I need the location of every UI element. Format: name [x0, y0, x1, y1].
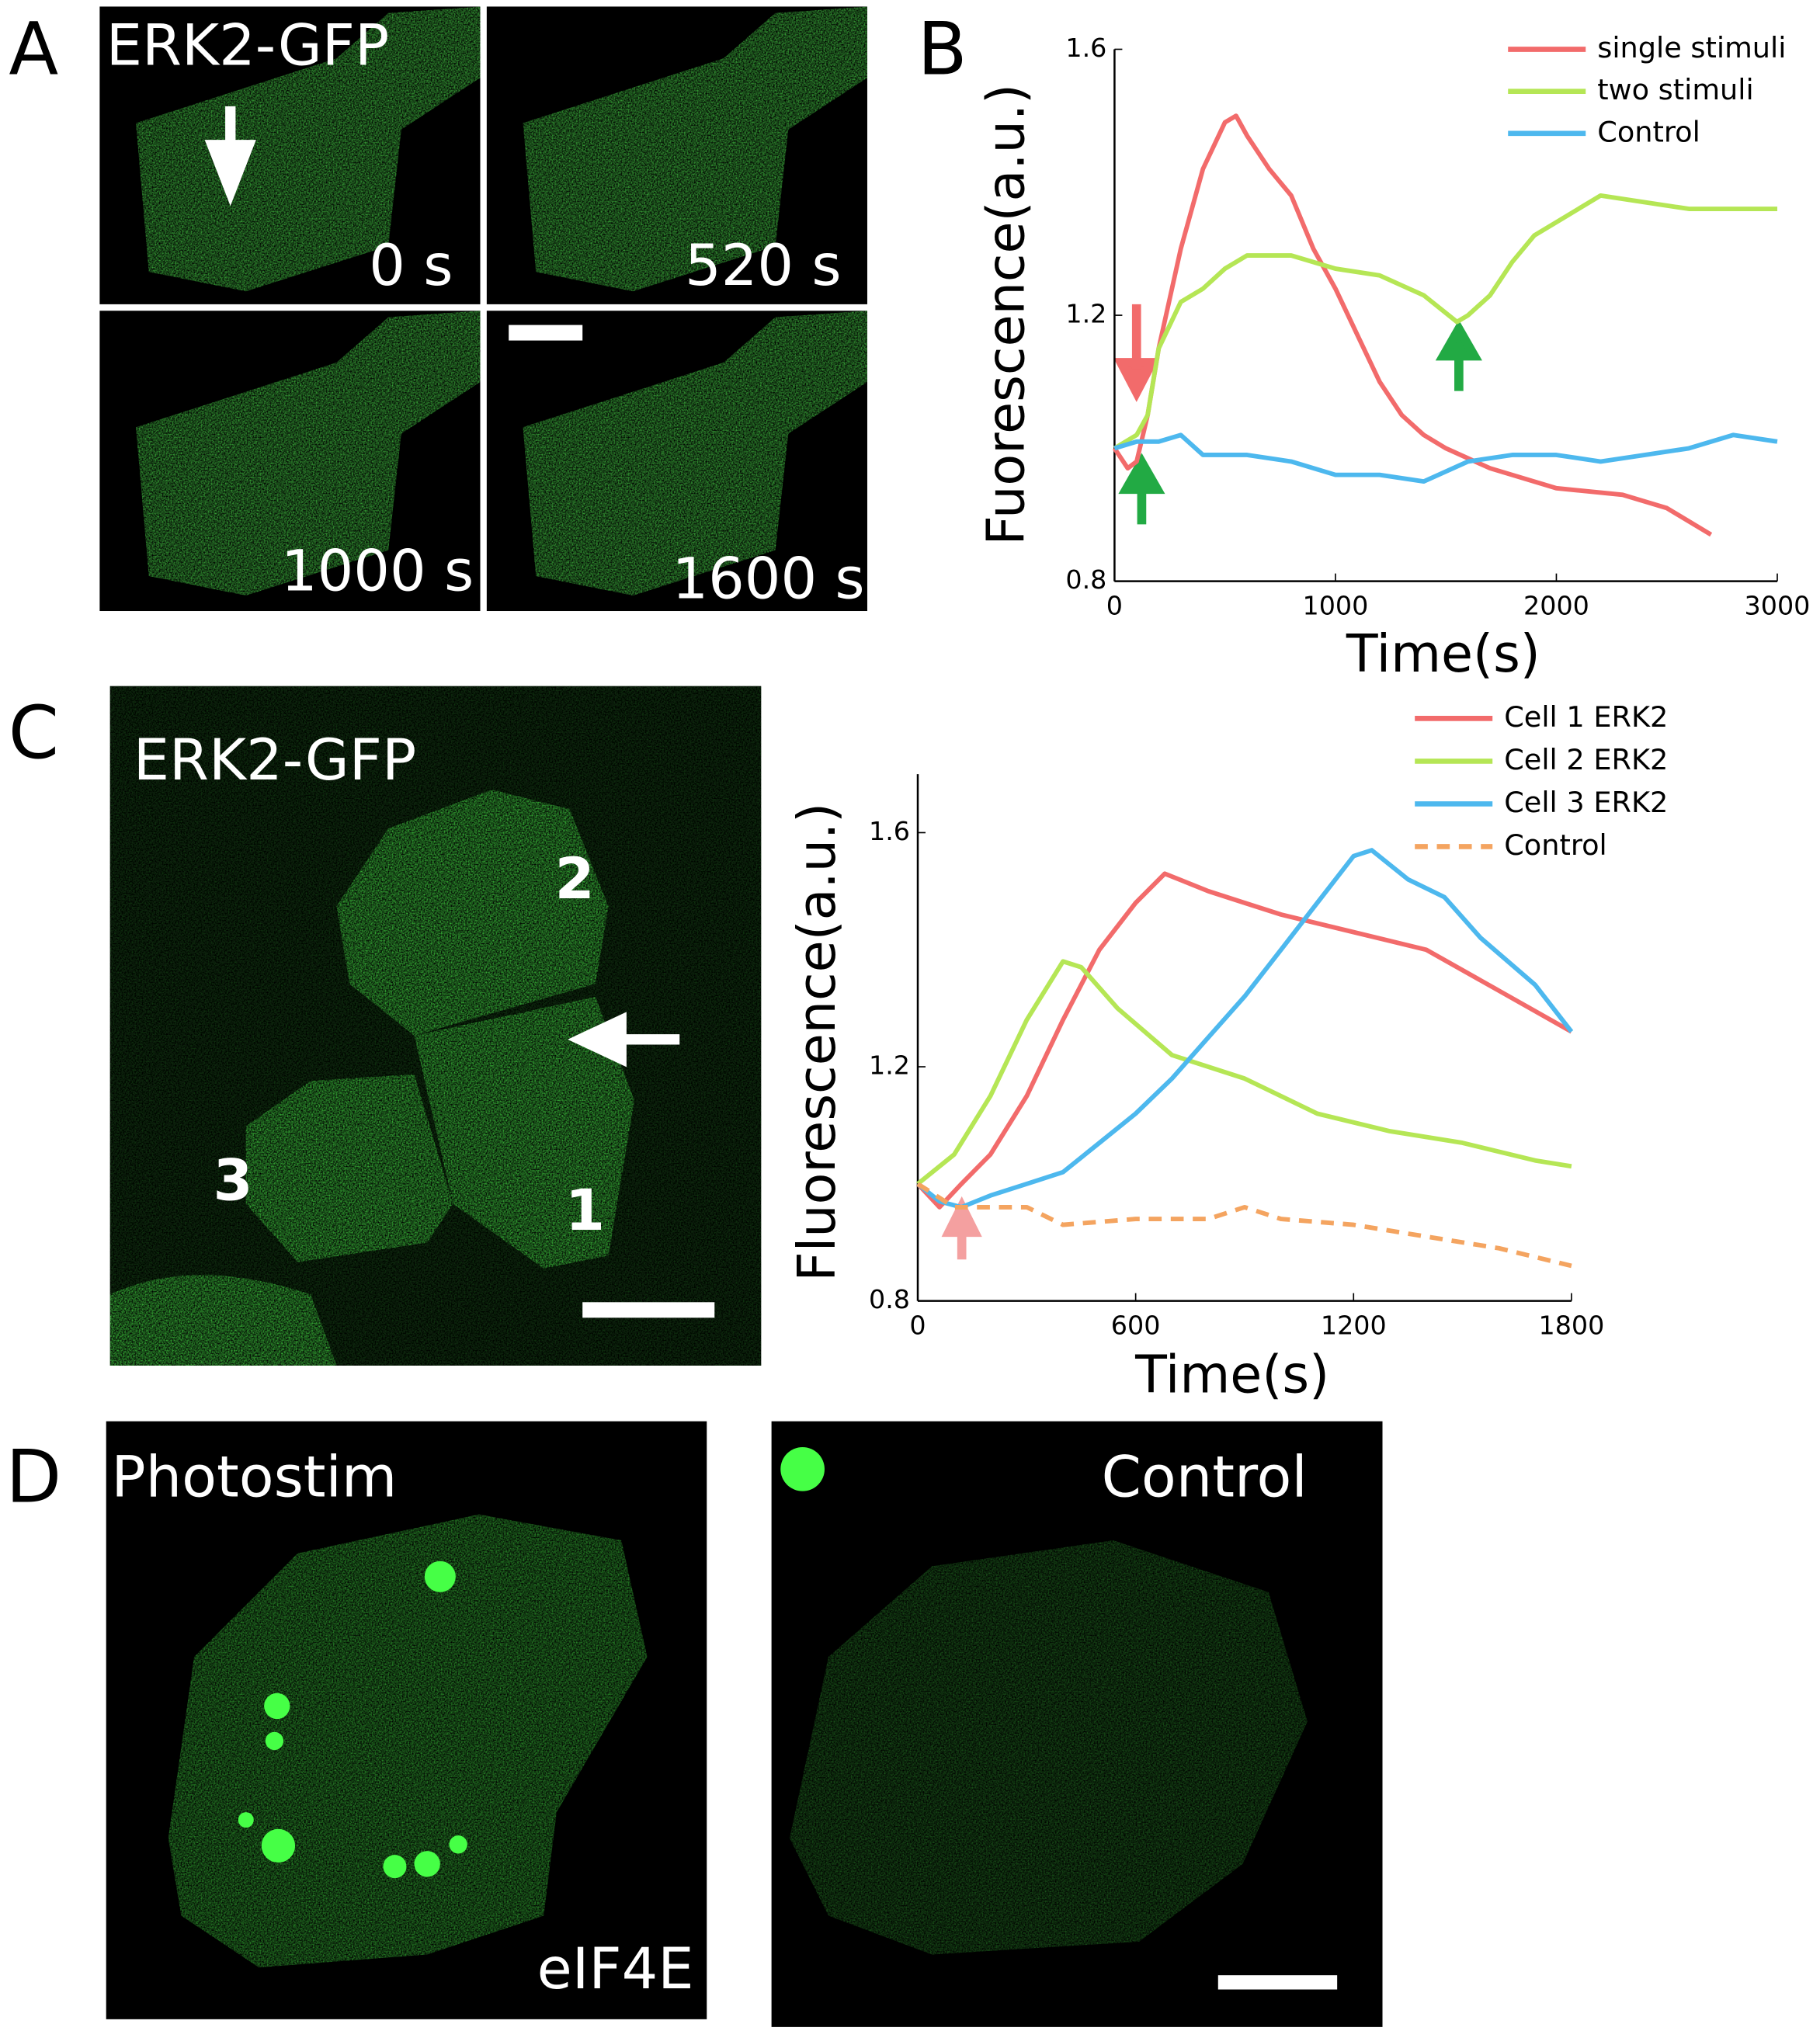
time-label: 1600 s — [672, 546, 864, 612]
cells — [168, 1514, 1308, 1968]
x-tick-label: 3000 — [1745, 591, 1811, 621]
cells — [136, 6, 867, 596]
y-axis-title: Fuorescence(a.u.) — [975, 84, 1036, 546]
y-tick-label: 1.2 — [1065, 299, 1106, 329]
cell-label: 1 — [565, 1178, 605, 1244]
image-label: Photostim — [111, 1444, 397, 1510]
cell-label: 3 — [214, 1148, 253, 1214]
series-line — [916, 959, 1572, 1186]
time-label: 520 s — [685, 233, 842, 299]
x-tick-label: 1000 — [1303, 591, 1369, 621]
series-line — [1112, 113, 1713, 537]
legend-label: single stimuli — [1597, 31, 1786, 64]
series-line — [1113, 432, 1778, 484]
series-line — [1113, 193, 1777, 450]
y-tick-label: 0.8 — [869, 1284, 910, 1314]
arrow — [204, 106, 256, 207]
y-tick-label: 1.6 — [1065, 33, 1106, 63]
time-label: 1000 s — [281, 538, 474, 604]
x-tick-label: 2000 — [1523, 591, 1589, 621]
x-tick-label: 600 — [1111, 1310, 1161, 1340]
panel-label: B — [918, 8, 967, 92]
cells — [109, 686, 762, 1366]
legend-label: two stimuli — [1597, 73, 1753, 106]
panel-label: C — [9, 691, 59, 776]
panel-a-images — [99, 6, 867, 612]
legend-label: Control — [1597, 115, 1700, 148]
y-tick-label: 1.6 — [869, 816, 910, 846]
image-label: Control — [1102, 1444, 1308, 1510]
panel-d-images — [106, 1421, 1383, 2027]
legend-label: Cell 3 ERK2 — [1504, 786, 1668, 819]
cell-label: 2 — [555, 846, 595, 912]
legend-label: Control — [1504, 828, 1607, 862]
legend-label: Cell 2 ERK2 — [1504, 743, 1668, 776]
image-label: ERK2-GFP — [106, 12, 389, 78]
series-line — [916, 848, 1574, 1210]
y-axis-title: Fluorescence(a.u.) — [787, 803, 847, 1282]
scale-bar — [509, 325, 583, 341]
scale-bar — [1217, 1975, 1338, 1990]
x-tick-label: 0 — [909, 1310, 926, 1340]
x-tick-label: 1200 — [1321, 1310, 1387, 1340]
time-label: 0 s — [369, 233, 453, 299]
x-tick-label: 0 — [1106, 591, 1123, 621]
granules — [238, 1446, 825, 1879]
x-axis-title: Time(s) — [1134, 1345, 1329, 1405]
y-tick-label: 1.2 — [869, 1050, 910, 1081]
arrow — [568, 1012, 680, 1068]
image-label: ERK2-GFP — [134, 727, 416, 793]
legend-label: Cell 1 ERK2 — [1504, 700, 1668, 734]
scale-bar — [582, 1302, 715, 1318]
y-tick-label: 0.8 — [1065, 564, 1106, 595]
x-tick-label: 1800 — [1538, 1310, 1604, 1340]
panel-label: A — [9, 8, 58, 92]
annotation-arrows — [941, 304, 1482, 1260]
x-axis-title: Time(s) — [1346, 623, 1540, 684]
series-line — [915, 871, 1573, 1210]
series-line — [916, 1182, 1572, 1269]
panel-c-image — [109, 686, 762, 1366]
panel-label: D — [5, 1435, 61, 1519]
image-label: eIF4E — [537, 1936, 694, 2002]
